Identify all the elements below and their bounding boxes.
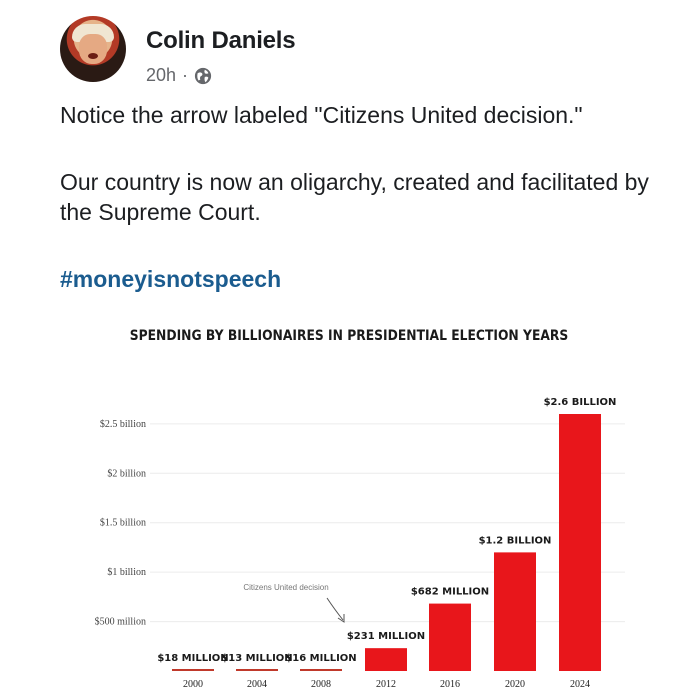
post-header: Colin Daniels 20h · <box>60 12 680 85</box>
data-label: $231 MILLION <box>347 631 425 642</box>
x-tick-label: 2024 <box>570 679 590 690</box>
avatar-mouth <box>88 53 98 59</box>
y-tick-label: $1.5 billion <box>100 518 146 529</box>
data-label: $2.6 BILLION <box>544 397 617 408</box>
bar <box>300 669 342 671</box>
bar <box>365 648 407 671</box>
x-tick-label: 2000 <box>183 679 203 690</box>
globe-icon[interactable] <box>194 67 212 85</box>
chart-image[interactable]: SPENDING BY BILLIONAIRES IN PRESIDENTIAL… <box>0 310 698 698</box>
meta-separator: · <box>182 65 189 85</box>
post-text-paragraph-2: Our country is now an oligarchy, created… <box>60 169 649 225</box>
author-name[interactable]: Colin Daniels <box>146 27 296 54</box>
data-label: $682 MILLION <box>411 587 489 598</box>
annotation-arrowhead <box>337 614 345 623</box>
data-label: $1.2 BILLION <box>479 535 552 546</box>
x-tick-label: 2008 <box>311 679 331 690</box>
y-tick-label: $2.5 billion <box>100 419 146 430</box>
x-tick-label: 2012 <box>376 679 396 690</box>
annotation-label: Citizens United decision <box>243 583 328 592</box>
data-label: $16 MILLION <box>285 653 356 664</box>
y-tick-label: $1 billion <box>107 567 146 578</box>
y-tick-label: $500 million <box>95 617 146 628</box>
chart-title: SPENDING BY BILLIONAIRES IN PRESIDENTIAL… <box>129 328 569 344</box>
bar-chart: $500 million $1 billion $1.5 billion $2 bil… <box>95 397 625 690</box>
data-label: $18 MILLION <box>157 653 228 664</box>
x-tick-label: 2020 <box>505 679 525 690</box>
post-meta: 20h · <box>146 65 212 86</box>
y-tick-label: $2 billion <box>107 468 146 479</box>
bar <box>236 669 278 671</box>
avatar[interactable] <box>60 16 126 82</box>
post-text-paragraph-1: Notice the arrow labeled "Citizens Unite… <box>60 102 583 128</box>
annotation-arrow <box>326 597 344 621</box>
bar <box>429 603 471 671</box>
x-tick-label: 2004 <box>247 679 267 690</box>
bar <box>172 669 214 671</box>
bar <box>494 552 536 671</box>
hashtag-link[interactable]: #moneyisnotspeech <box>60 266 282 292</box>
avatar-face <box>79 34 107 64</box>
data-label: $13 MILLION <box>221 653 292 664</box>
post-timestamp[interactable]: 20h <box>146 65 177 85</box>
bar <box>559 414 601 671</box>
x-tick-label: 2016 <box>440 679 460 690</box>
